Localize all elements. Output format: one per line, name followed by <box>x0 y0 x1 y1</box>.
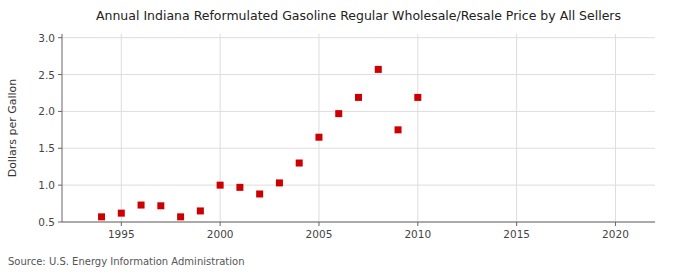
y-axis-line <box>62 34 63 222</box>
point <box>375 66 382 73</box>
point <box>355 94 362 101</box>
point <box>335 110 342 117</box>
point <box>197 207 204 214</box>
tick-label: 1.5 <box>38 142 55 154</box>
tick-mark <box>58 74 62 75</box>
chart: Annual Indiana Reformulated Gasoline Reg… <box>0 0 675 275</box>
tick-mark <box>58 37 62 38</box>
grid-line <box>62 74 655 75</box>
tick-mark <box>58 185 62 186</box>
grid-line <box>62 148 655 149</box>
point <box>157 202 164 209</box>
tick-label: 2010 <box>404 228 431 240</box>
point <box>315 134 322 141</box>
tick-mark <box>615 222 616 226</box>
grid-line <box>516 34 517 222</box>
grid-line <box>62 37 655 38</box>
point <box>118 210 125 217</box>
tick-mark <box>318 222 319 226</box>
point <box>256 190 263 197</box>
title: Annual Indiana Reformulated Gasoline Reg… <box>96 8 621 23</box>
grid-line <box>318 34 319 222</box>
point <box>217 182 224 189</box>
tick-label: 2.5 <box>38 69 55 81</box>
tick-mark <box>417 222 418 226</box>
grid-line <box>62 185 655 186</box>
tick-mark <box>516 222 517 226</box>
tick-mark <box>121 222 122 226</box>
tick-label: 1995 <box>108 228 135 240</box>
tick-mark <box>220 222 221 226</box>
point <box>177 213 184 220</box>
source: Source: U.S. Energy Information Administ… <box>8 256 245 267</box>
tick-label: 2005 <box>306 228 333 240</box>
tick-label: 2.0 <box>38 105 55 117</box>
tick-label: 2015 <box>503 228 530 240</box>
tick-mark <box>58 111 62 112</box>
grid-line <box>62 111 655 112</box>
tick-label: 3.0 <box>38 32 55 44</box>
grid-line <box>615 34 616 222</box>
tick-label: 0.5 <box>38 216 55 228</box>
point <box>296 160 303 167</box>
tick-label: 2020 <box>602 228 629 240</box>
point <box>236 184 243 191</box>
grid-line <box>121 34 122 222</box>
tick-mark <box>58 222 62 223</box>
tick-label: 2000 <box>207 228 234 240</box>
x-axis-line <box>62 222 655 223</box>
grid <box>62 34 655 222</box>
grid-line <box>417 34 418 222</box>
point <box>395 126 402 133</box>
grid-line <box>62 222 655 223</box>
axis-label: Dollars per Gallon <box>6 79 19 178</box>
tick-label: 1.0 <box>38 179 55 191</box>
tick-mark <box>58 148 62 149</box>
grid-line <box>220 34 221 222</box>
axes: 0.5 1.0 1.5 2.0 2.5 3.0 1995 2000 2005 2010 2015 20… <box>38 32 655 240</box>
point <box>414 94 421 101</box>
points <box>98 66 421 220</box>
point <box>138 202 145 209</box>
point <box>276 179 283 186</box>
point <box>98 213 105 220</box>
